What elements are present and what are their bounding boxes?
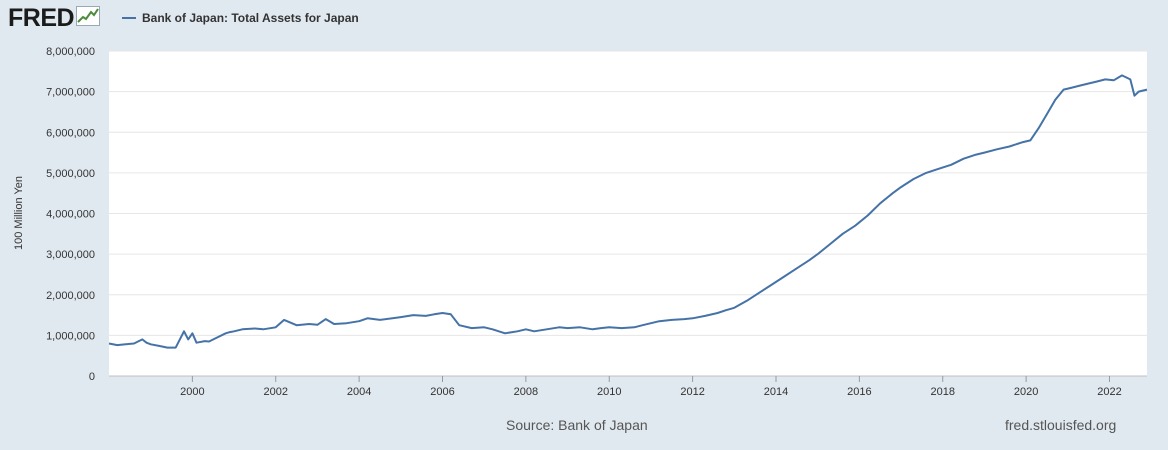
legend-label: Bank of Japan: Total Assets for Japan	[142, 11, 359, 25]
series-line	[108, 74, 1148, 349]
x-tick-label: 2008	[514, 386, 538, 398]
y-tick-label: 6,000,000	[46, 127, 95, 139]
y-tick-label: 3,000,000	[46, 249, 95, 261]
x-tick-label: 2000	[180, 386, 204, 398]
y-axis-title: 100 Million Yen	[13, 176, 25, 250]
y-tick-label: 4,000,000	[46, 209, 95, 221]
x-tick-label: 2014	[764, 386, 788, 398]
x-tick-label: 2010	[597, 386, 621, 398]
y-axis-ticks: 0 1,000,000 2,000,000 3,000,000 4,000,000 5,0…	[46, 46, 95, 383]
x-tick-label: 2020	[1014, 386, 1038, 398]
y-tick-label: 5,000,000	[46, 168, 95, 180]
y-tick-label: 7,000,000	[46, 87, 95, 99]
x-tick-label: 2016	[847, 386, 871, 398]
x-axis-ticks: 2000 2002 2004 2006 2008 2010 2012 2014 2016 2018…	[180, 376, 1122, 398]
y-tick-label: 2,000,000	[46, 290, 95, 302]
source-note: Source: Bank of Japan	[506, 417, 648, 433]
y-tick-label: 0	[89, 371, 95, 383]
x-tick-label: 2004	[347, 386, 371, 398]
x-tick-label: 2012	[680, 386, 704, 398]
fred-logo[interactable]: FRED	[8, 4, 101, 33]
x-tick-label: 2022	[1097, 386, 1121, 398]
y-tick-label: 8,000,000	[46, 46, 95, 58]
fred-logo-text: FRED	[8, 4, 75, 32]
header: FRED Bank of Japan: Total Assets for Jap…	[0, 0, 1168, 40]
grid-lines	[109, 50, 1147, 377]
x-tick-label: 2002	[264, 386, 288, 398]
x-tick-label: 2018	[930, 386, 954, 398]
y-tick-label: 1,000,000	[46, 330, 95, 342]
legend-swatch	[122, 17, 136, 19]
x-tick-label: 2006	[430, 386, 454, 398]
chart-trend-icon	[76, 6, 101, 31]
chart-legend: Bank of Japan: Total Assets for Japan	[122, 11, 359, 25]
site-url[interactable]: fred.stlouisfed.org	[1005, 417, 1117, 433]
